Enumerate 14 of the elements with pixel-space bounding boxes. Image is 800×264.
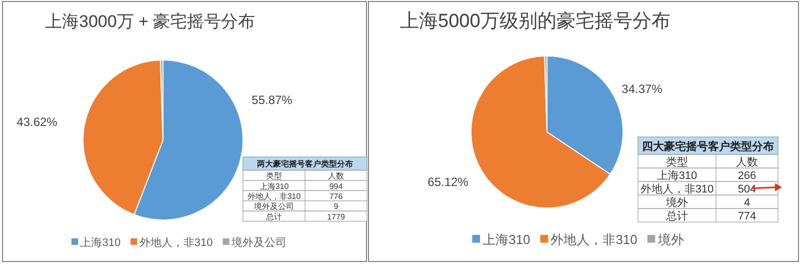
data-label: 65.12% <box>428 175 469 189</box>
legend-label: 外地人，非310 <box>550 232 638 247</box>
legend-label: 境外 <box>656 232 684 247</box>
data-label: 34.37% <box>622 82 663 96</box>
legend-label: 上海310 <box>80 236 121 249</box>
legend-label: 外地人，非310 <box>139 236 213 249</box>
legend-label: 境外及公司 <box>230 236 287 249</box>
chart-title: 上海5000万级别的豪宅摇号分布 <box>400 10 670 32</box>
chart-title: 上海3000万 + 豪宅摇号分布 <box>45 12 256 31</box>
table: 四大豪宅摇号客户类型分布 类型 人数 上海310 266 外地人，非310 504 境外 4 总计 774 <box>638 136 778 223</box>
data-label: 55.87% <box>252 93 293 107</box>
table: 两大豪宅摇号客户类型分布 类型 人数 上海310 994 外地人，非310 776 境外及公司 9 总计 1779 <box>242 156 368 222</box>
data-label: 43.62% <box>16 115 58 129</box>
legend-label: 上海310 <box>482 232 530 247</box>
